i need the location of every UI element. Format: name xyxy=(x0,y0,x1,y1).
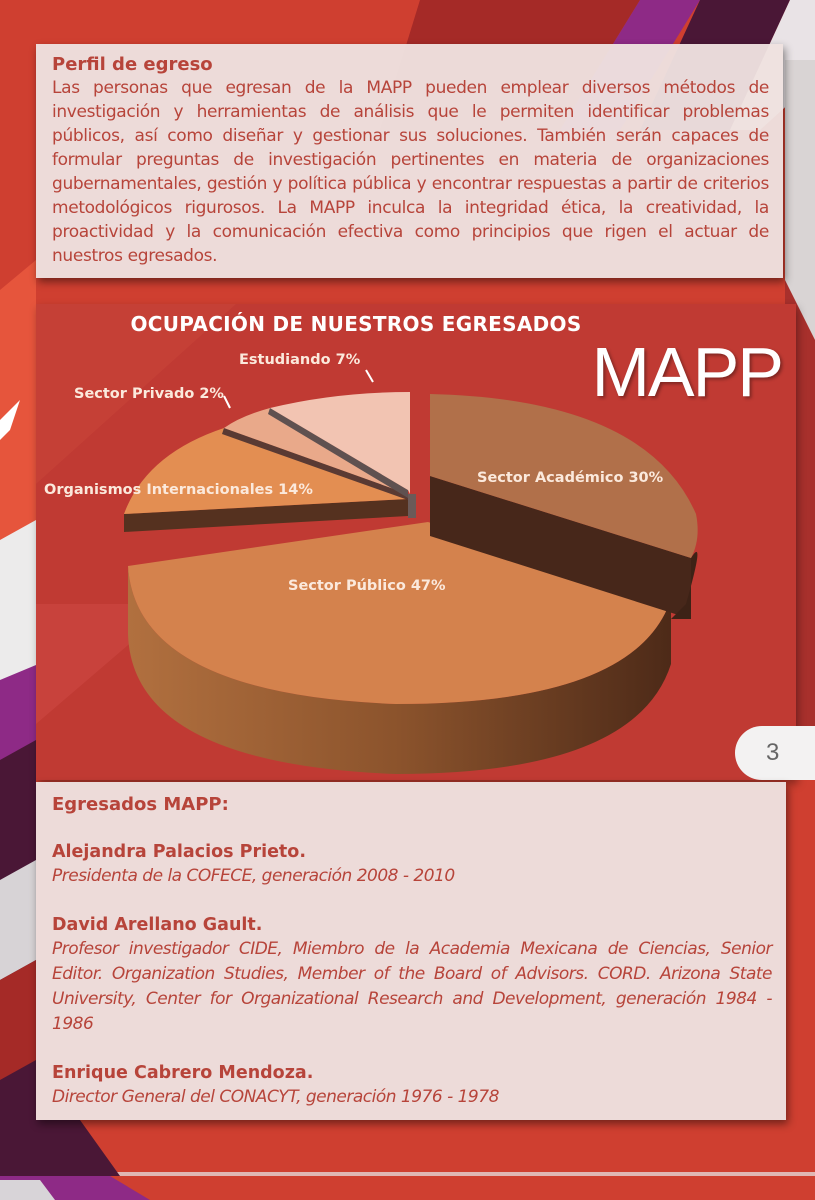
page-number: 3 xyxy=(735,726,815,780)
alumni-description: Director General del CONACYT, generación… xyxy=(52,1087,499,1107)
alumni-name: David Arellano Gault. xyxy=(52,915,263,935)
occupation-chart: OCUPACIÓN DE NUESTROS EGRESADOS MAPP Est… xyxy=(36,304,796,780)
alumni-item: Enrique Cabrero Mendoza. Director Genera… xyxy=(52,1061,772,1110)
alumni-description: Profesor investigador CIDE, Miembro de l… xyxy=(52,939,773,1034)
label-organismos-internacionales: Organismos Internacionales 14% xyxy=(44,482,313,498)
slice-privado xyxy=(224,408,408,494)
alumni-name: Enrique Cabrero Mendoza. xyxy=(52,1063,314,1083)
alumni-item: David Arellano Gault. Profesor investiga… xyxy=(52,913,773,1037)
alumni-name: Alejandra Palacios Prieto. xyxy=(52,842,306,862)
profile-panel: Perfil de egreso Las personas que egresa… xyxy=(36,44,783,278)
pie-chart-3d xyxy=(36,304,698,774)
slice-academico xyxy=(430,394,698,558)
alumni-item: Alejandra Palacios Prieto. Presidenta de… xyxy=(52,840,772,889)
alumni-heading: Egresados MAPP: xyxy=(52,794,229,815)
mapp-logo: MAPP xyxy=(591,333,784,411)
label-sector-privado: Sector Privado 2% xyxy=(74,386,224,402)
alumni-description: Presidenta de la COFECE, generación 2008… xyxy=(52,866,455,886)
alumni-panel: Egresados MAPP: Alejandra Palacios Priet… xyxy=(36,782,786,1120)
slice-publico-side xyxy=(128,566,671,774)
slice-estudiando xyxy=(270,392,410,494)
slice-internacionales xyxy=(124,428,408,514)
profile-heading: Perfil de egreso xyxy=(52,54,213,75)
label-sector-publico: Sector Público 47% xyxy=(288,578,446,594)
chart-title: OCUPACIÓN DE NUESTROS EGRESADOS xyxy=(130,312,582,336)
label-sector-academico: Sector Académico 30% xyxy=(477,470,664,486)
profile-paragraph: Las personas que egresan de la MAPP pued… xyxy=(52,78,769,266)
label-estudiando: Estudiando 7% xyxy=(239,352,361,368)
